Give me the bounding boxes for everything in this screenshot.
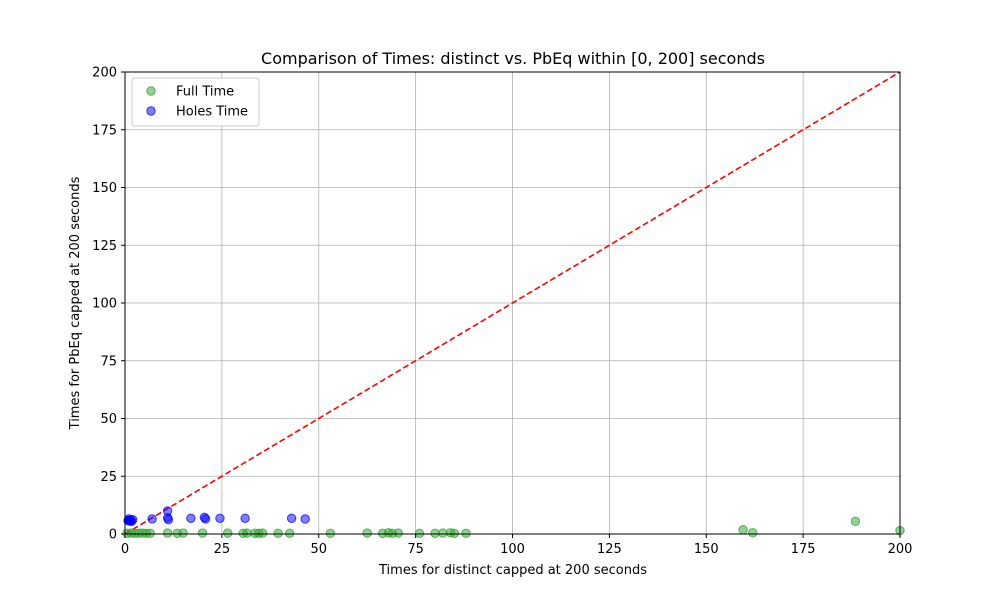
data-point bbox=[284, 528, 295, 539]
chart-title: Comparison of Times: distinct vs. PbEq w… bbox=[261, 49, 765, 68]
data-point bbox=[163, 514, 174, 525]
legend-box bbox=[131, 77, 260, 127]
y-tick-label: 75 bbox=[100, 354, 117, 369]
reference-line-layer bbox=[124, 71, 901, 535]
data-point bbox=[438, 528, 448, 538]
x-tick-label: 0 bbox=[121, 542, 129, 557]
data-point bbox=[850, 516, 861, 526]
y-tick-label: 125 bbox=[92, 239, 117, 254]
x-tick-label: 125 bbox=[597, 542, 622, 557]
data-point bbox=[240, 513, 250, 523]
x-tick-label: 175 bbox=[791, 542, 816, 557]
y-tick-label: 50 bbox=[100, 412, 117, 427]
legend-marker bbox=[146, 106, 156, 116]
x-tick-label: 25 bbox=[214, 542, 231, 557]
data-point bbox=[178, 528, 188, 538]
data-point bbox=[273, 528, 283, 539]
data-point bbox=[215, 513, 225, 523]
y-tick-label: 100 bbox=[92, 297, 117, 312]
legend-label: Holes Time bbox=[176, 105, 248, 120]
x-tick-label: 50 bbox=[310, 542, 327, 557]
y-tick-label: 150 bbox=[92, 181, 117, 196]
data-point bbox=[222, 528, 233, 538]
data-point bbox=[286, 513, 297, 523]
data-point bbox=[162, 506, 173, 516]
data-point bbox=[124, 515, 135, 526]
legend: Full Time Holes Time bbox=[131, 77, 260, 127]
legend-label: Full Time bbox=[176, 85, 234, 100]
data-point bbox=[197, 528, 208, 538]
data-point bbox=[147, 514, 157, 524]
reference-line bbox=[124, 71, 901, 535]
y-axis-ticks: 0 25 50 75 100 125 150 175 200 bbox=[92, 66, 125, 543]
legend-marker bbox=[146, 86, 156, 96]
x-axis-ticks: 0 25 50 75 100 125 150 175 200 bbox=[121, 534, 913, 557]
data-point bbox=[449, 528, 460, 539]
data-point bbox=[738, 525, 748, 535]
x-tick-label: 150 bbox=[694, 542, 719, 557]
y-tick-label: 25 bbox=[100, 470, 117, 485]
x-tick-label: 100 bbox=[500, 542, 525, 557]
x-axis-label: Times for distinct capped at 200 seconds bbox=[378, 563, 647, 578]
data-point bbox=[145, 528, 155, 539]
y-tick-label: 175 bbox=[92, 123, 117, 138]
data-point bbox=[200, 514, 211, 524]
data-point bbox=[300, 514, 310, 524]
data-point bbox=[461, 528, 471, 539]
data-point bbox=[242, 528, 252, 538]
data-point bbox=[362, 528, 372, 538]
series-holes-time bbox=[123, 506, 310, 526]
data-point bbox=[162, 528, 173, 538]
x-tick-label: 200 bbox=[888, 542, 913, 557]
data-point bbox=[748, 528, 758, 538]
data-point bbox=[414, 528, 425, 539]
data-point bbox=[186, 513, 196, 523]
y-axis-label: Times for PbEq capped at 200 seconds bbox=[68, 176, 83, 430]
data-point bbox=[430, 528, 440, 539]
data-point bbox=[257, 528, 268, 538]
data-point bbox=[325, 528, 336, 539]
y-tick-label: 200 bbox=[92, 66, 117, 81]
data-point bbox=[393, 528, 403, 538]
y-tick-label: 0 bbox=[109, 528, 117, 543]
x-tick-label: 75 bbox=[407, 542, 424, 557]
